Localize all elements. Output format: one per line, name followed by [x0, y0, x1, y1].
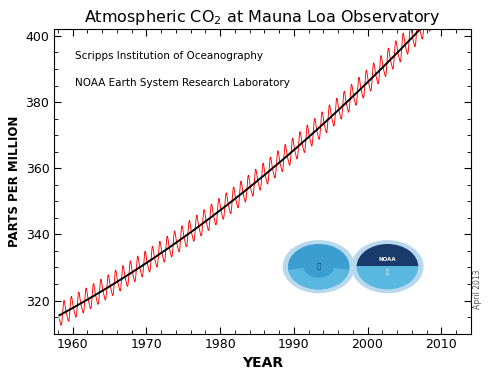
Wedge shape — [289, 269, 348, 289]
Title: Atmospheric CO$_2$ at Mauna Loa Observatory: Atmospheric CO$_2$ at Mauna Loa Observat… — [84, 8, 441, 27]
Text: NOAA: NOAA — [379, 257, 396, 262]
Circle shape — [289, 245, 349, 289]
Circle shape — [283, 241, 354, 293]
Circle shape — [352, 241, 423, 293]
Text: 🌊: 🌊 — [386, 269, 389, 275]
Text: Scripps Institution of Oceanography: Scripps Institution of Oceanography — [75, 51, 263, 60]
Y-axis label: PARTS PER MILLION: PARTS PER MILLION — [8, 116, 22, 247]
Wedge shape — [357, 267, 417, 289]
Wedge shape — [357, 245, 417, 267]
Text: ⛵: ⛵ — [317, 262, 321, 269]
X-axis label: YEAR: YEAR — [242, 356, 283, 370]
Text: NOAA Earth System Research Laboratory: NOAA Earth System Research Laboratory — [75, 78, 290, 88]
Text: April 2013: April 2013 — [473, 270, 482, 309]
